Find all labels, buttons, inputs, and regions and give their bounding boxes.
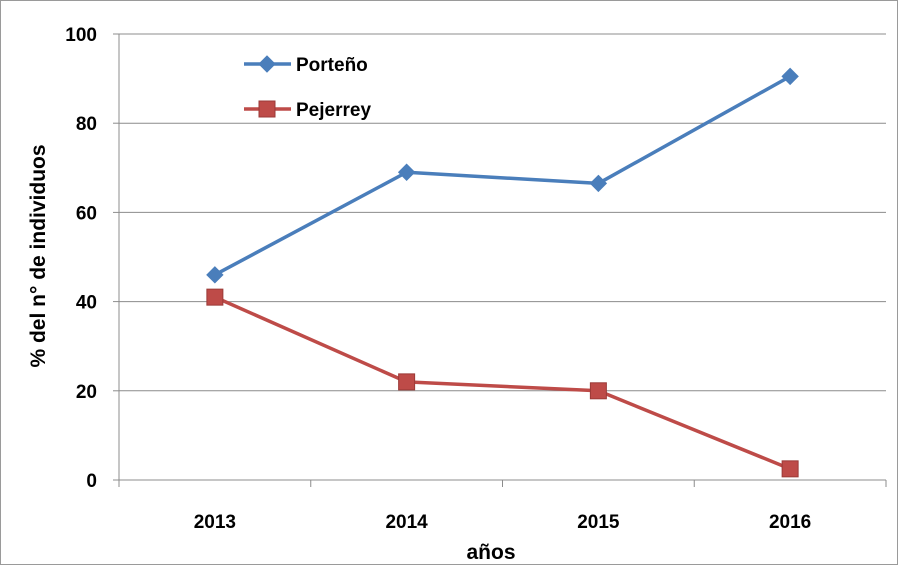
axes: 0 20 40 60 80 100 2013 2014 2015 2016 [65,25,887,533]
data-point [781,460,799,478]
y-tick-label: 100 [65,25,97,46]
data-point [781,67,799,86]
x-tick-label: 2013 [194,512,236,533]
data-point [589,382,607,400]
y-tick-label: 40 [76,293,97,314]
legend: Porteño Pejerrey [244,55,371,121]
legend-label: Porteño [296,55,368,76]
y-tick-label: 0 [86,471,97,492]
y-tick-label: 80 [76,114,97,135]
data-point [206,288,224,306]
gridlines [119,33,886,392]
data-point [258,55,276,73]
data-point [206,266,224,284]
data-point [589,174,608,193]
data-point [258,100,276,118]
data-point [397,163,416,181]
y-tick-label: 20 [76,382,97,403]
x-tick-label: 2016 [769,512,811,533]
data-point [398,373,416,391]
x-tick-label: 2014 [385,512,428,533]
legend-label: Pejerrey [296,100,371,121]
series-line [214,295,791,471]
series-lines [206,67,799,478]
x-tick-label: 2015 [577,512,620,533]
x-axis-title: años [466,541,515,564]
series-line [214,74,791,277]
y-tick-label: 60 [76,203,97,224]
y-axis-title: % del n° de individuos [27,144,50,367]
